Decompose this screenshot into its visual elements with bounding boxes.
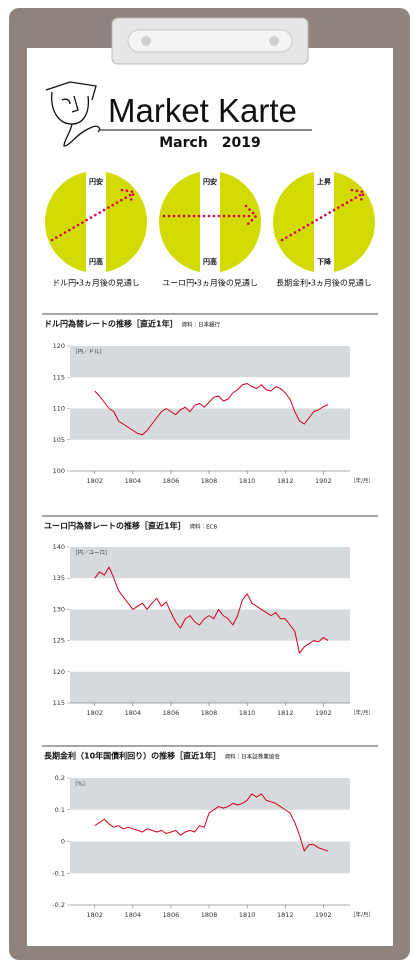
x-tick-label: 1802 — [86, 911, 103, 919]
dial-bottom: 円高 — [203, 257, 217, 266]
y-tick-label: 115 — [53, 373, 65, 381]
chart-title: ドル円為替レートの推移［直近1年］ — [44, 319, 178, 329]
grid-band — [70, 408, 350, 440]
y-tick-label: 125 — [53, 637, 65, 645]
x-tick-label: 1812 — [277, 709, 294, 717]
x-tick-label: 1812 — [277, 911, 294, 919]
dial-top: 上昇 — [317, 177, 331, 186]
y-tick-label: 0.2 — [55, 774, 65, 782]
x-unit: ［年/月］ — [350, 477, 374, 485]
logo-hair — [45, 81, 97, 101]
charts: ドル円為替レートの推移［直近1年］ 資料：日本銀行 100 105 110 115 120 ［… — [42, 313, 378, 919]
dial-caption: 長期金利・3ヵ月後の見通し — [276, 278, 372, 288]
dial-arrow — [50, 192, 134, 242]
dial-arrowhead — [350, 188, 366, 205]
data-line — [94, 383, 329, 436]
clip — [111, 17, 309, 65]
x-unit: ［年/月］ — [350, 709, 374, 717]
x-tick-label: 1806 — [163, 709, 180, 717]
y-tick-label: -0.2 — [52, 901, 65, 909]
x-tick-label: 1808 — [201, 911, 218, 919]
x-unit: ［年/月］ — [350, 911, 374, 919]
dial: 円安 円高 ユーロ円・3ヵ月後の見通し — [159, 171, 261, 288]
grid-band — [70, 609, 350, 641]
chart-title: ユーロ円為替レートの推移［直近1年］ — [44, 521, 186, 531]
y-tick-label: 135 — [53, 574, 65, 582]
x-tick-label: 1802 — [86, 709, 103, 717]
chart-title: 長期金利（10年国債利回り）の推移［直近1年］ — [44, 751, 221, 761]
x-tick-label: 1804 — [125, 911, 142, 919]
x-tick-label: 1804 — [125, 709, 142, 717]
dial: 円安 円高 ドル円・3ヵ月後の見通し — [45, 171, 147, 288]
grid-band — [70, 346, 350, 378]
y-tick-label: -0.1 — [52, 869, 65, 877]
x-tick-label: 1810 — [239, 709, 256, 717]
x-tick-label: 1812 — [277, 477, 294, 485]
chart-source: 資料：日本証券業協会 — [225, 753, 281, 761]
y-tick-label: 140 — [53, 543, 65, 551]
y-unit: ［%］ — [72, 781, 88, 788]
logo-features — [61, 95, 79, 113]
y-tick-label: 0 — [61, 838, 65, 846]
clip-hole — [141, 36, 151, 46]
y-tick-label: 130 — [53, 605, 65, 613]
x-tick-label: 1806 — [163, 477, 180, 485]
logo — [45, 81, 101, 147]
header-subtitle: March 2019 — [159, 135, 261, 151]
clip-slot — [127, 29, 293, 53]
x-tick-label: 1806 — [163, 911, 180, 919]
y-unit: ［円／ユーロ］ — [72, 550, 111, 557]
dial: 上昇 下降 長期金利・3ヵ月後の見通し — [273, 171, 375, 288]
y-unit: ［円／ドル］ — [72, 349, 105, 356]
data-line — [94, 793, 329, 852]
dial-band — [86, 171, 106, 273]
dial-arrow — [280, 192, 364, 242]
x-tick-label: 1802 — [86, 477, 103, 485]
x-tick-label: 1902 — [315, 709, 332, 717]
y-tick-label: 100 — [53, 467, 65, 475]
x-tick-label: 1902 — [315, 477, 332, 485]
x-tick-label: 1810 — [239, 477, 256, 485]
dial-arrowhead — [120, 188, 136, 205]
y-tick-label: 120 — [53, 342, 65, 350]
logo-stethoscope — [63, 123, 101, 147]
chart-source: 資料：ECB — [190, 523, 218, 531]
header-title: Market Karte — [108, 92, 297, 129]
grid-band — [70, 671, 350, 703]
y-tick-label: 115 — [53, 699, 65, 707]
x-tick-label: 1808 — [201, 477, 218, 485]
x-tick-label: 1804 — [125, 477, 142, 485]
dial-caption: ドル円・3ヵ月後の見通し — [52, 278, 140, 288]
data-line — [94, 566, 329, 654]
chart-source: 資料：日本銀行 — [182, 321, 221, 329]
dial-bottom: 下降 — [317, 257, 332, 266]
y-tick-label: 105 — [53, 436, 65, 444]
x-tick-label: 1810 — [239, 911, 256, 919]
dial-arrowhead — [244, 204, 258, 228]
x-tick-label: 1808 — [201, 709, 218, 717]
y-tick-label: 0.1 — [55, 806, 65, 814]
dial-top: 円安 — [89, 177, 103, 186]
grid-band — [70, 547, 350, 579]
clip-hole — [269, 36, 279, 46]
dial-caption: ユーロ円・3ヵ月後の見通し — [162, 278, 258, 288]
grid-band — [70, 778, 350, 810]
dial-bottom: 円高 — [89, 257, 103, 266]
y-tick-label: 120 — [53, 668, 65, 676]
dial-band — [314, 171, 334, 273]
y-tick-label: 110 — [53, 405, 65, 413]
x-tick-label: 1902 — [315, 911, 332, 919]
dial-band — [200, 171, 220, 273]
dial-top: 円安 — [203, 177, 217, 186]
